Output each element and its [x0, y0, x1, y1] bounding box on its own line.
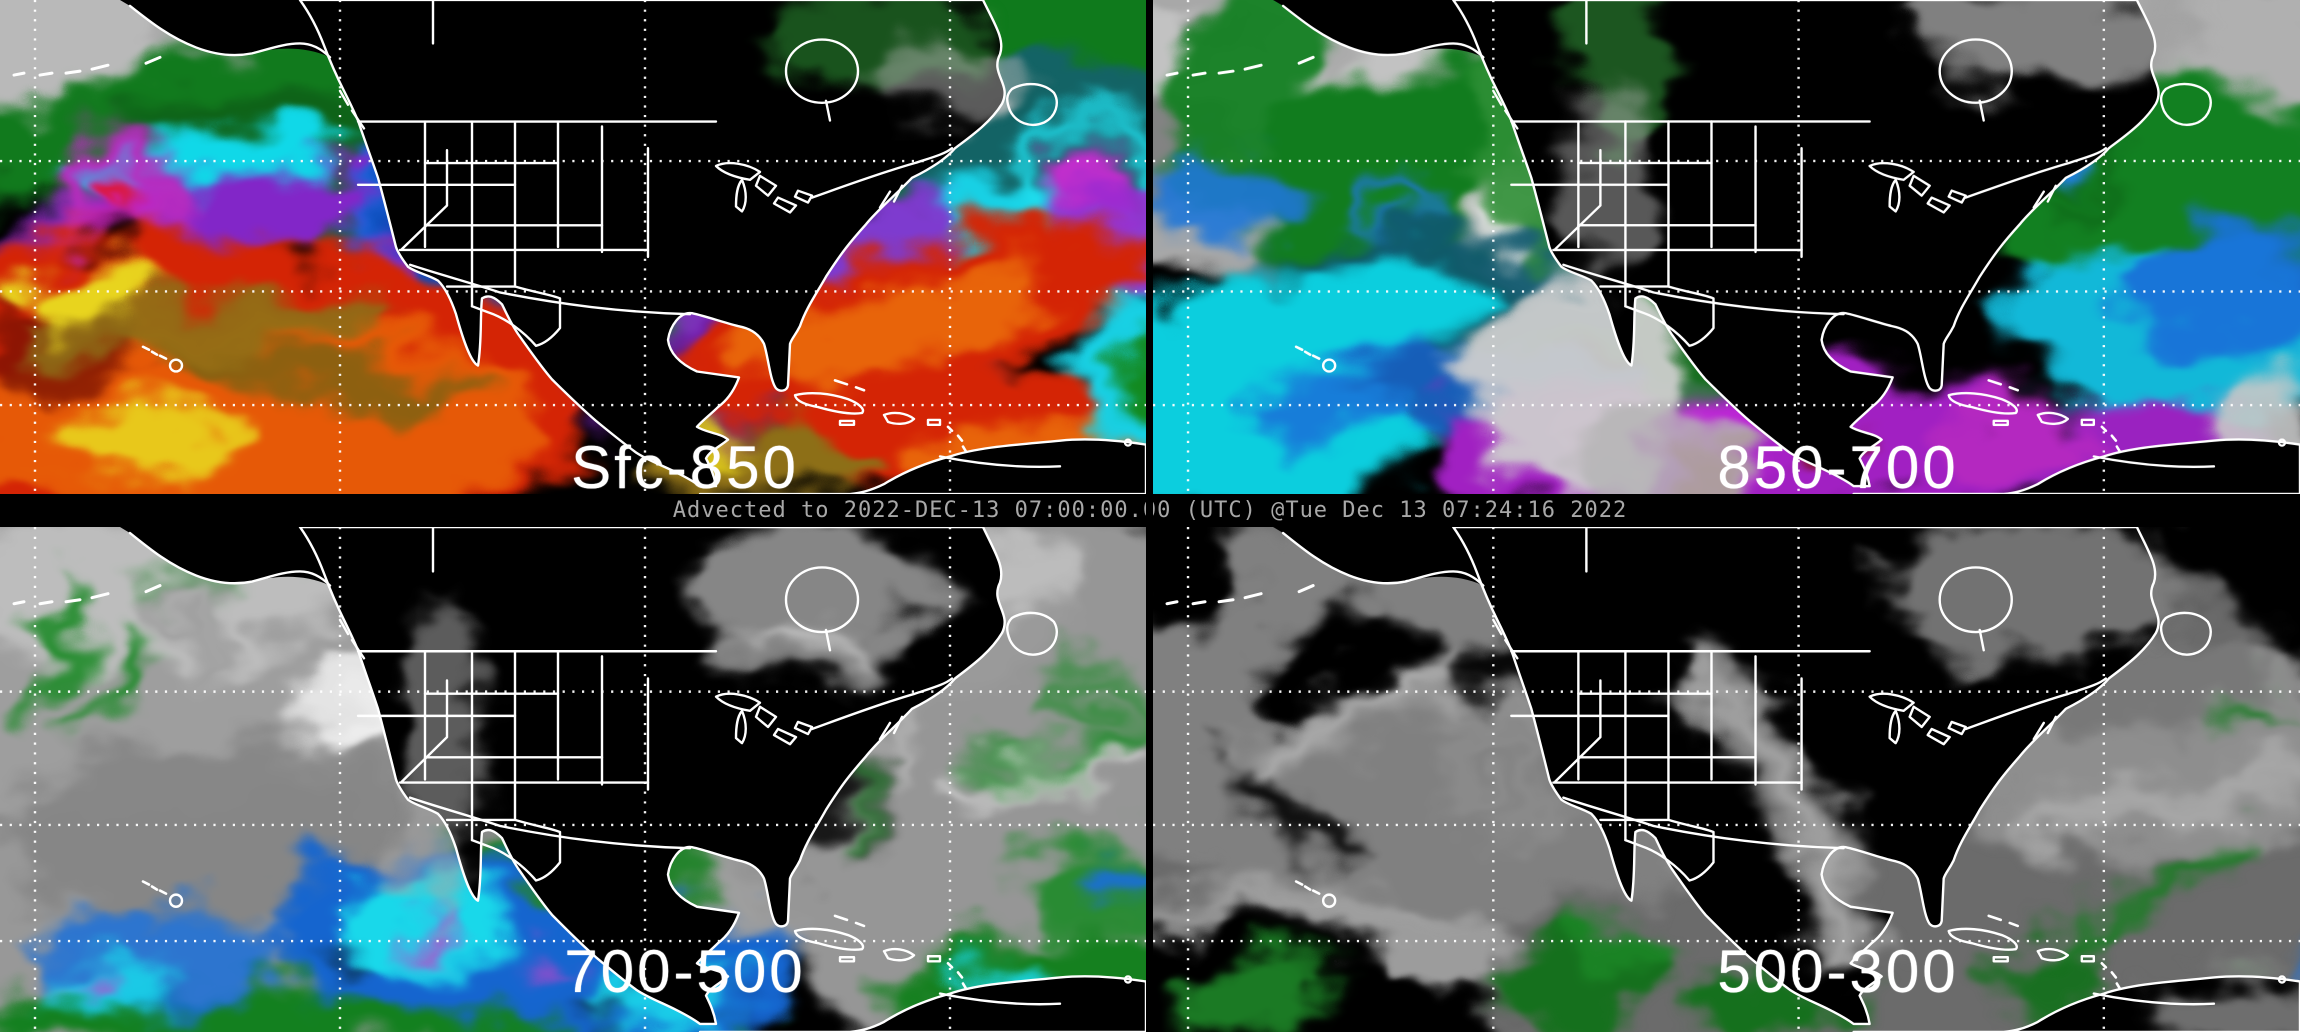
satellite-imagery-700-500 [0, 527, 1146, 1032]
panel-700-500: 700-500 [0, 527, 1146, 1032]
panel-label-700-500: 700-500 [564, 938, 806, 1005]
panel-label-sfc-850: Sfc-850 [571, 434, 799, 501]
panel-divider [1146, 0, 1153, 1032]
panel-label-850-700: 850-700 [1717, 434, 1959, 501]
panel-label-500-300: 500-300 [1717, 938, 1959, 1005]
satellite-imagery-850-700 [1153, 0, 2300, 494]
panel-850-700: 850-700 [1153, 0, 2300, 501]
panel-sfc-850: Sfc-850 [0, 0, 1146, 501]
satellite-imagery-sfc-850 [0, 0, 1146, 494]
panel-500-300: 500-300 [1153, 527, 2300, 1032]
satellite-imagery-500-300 [1153, 527, 2300, 1032]
